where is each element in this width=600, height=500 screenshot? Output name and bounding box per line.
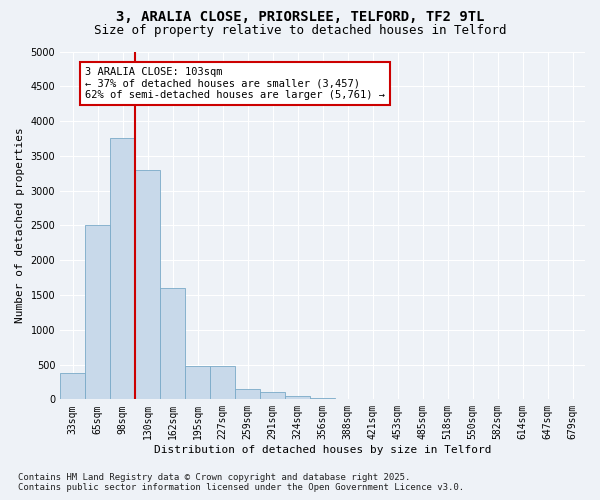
- Text: 3, ARALIA CLOSE, PRIORSLEE, TELFORD, TF2 9TL: 3, ARALIA CLOSE, PRIORSLEE, TELFORD, TF2…: [116, 10, 484, 24]
- Bar: [110, 138, 135, 400]
- Bar: [85, 226, 110, 400]
- Bar: [135, 170, 160, 400]
- X-axis label: Distribution of detached houses by size in Telford: Distribution of detached houses by size …: [154, 445, 491, 455]
- Bar: [235, 389, 260, 400]
- Bar: [260, 392, 285, 400]
- Y-axis label: Number of detached properties: Number of detached properties: [15, 128, 25, 324]
- Bar: [160, 288, 185, 400]
- Text: 3 ARALIA CLOSE: 103sqm
← 37% of detached houses are smaller (3,457)
62% of semi-: 3 ARALIA CLOSE: 103sqm ← 37% of detached…: [85, 67, 385, 100]
- Bar: [210, 366, 235, 400]
- Text: Size of property relative to detached houses in Telford: Size of property relative to detached ho…: [94, 24, 506, 37]
- Bar: [185, 366, 210, 400]
- Text: Contains HM Land Registry data © Crown copyright and database right 2025.
Contai: Contains HM Land Registry data © Crown c…: [18, 473, 464, 492]
- Bar: [60, 373, 85, 400]
- Bar: [285, 396, 310, 400]
- Bar: [310, 398, 335, 400]
